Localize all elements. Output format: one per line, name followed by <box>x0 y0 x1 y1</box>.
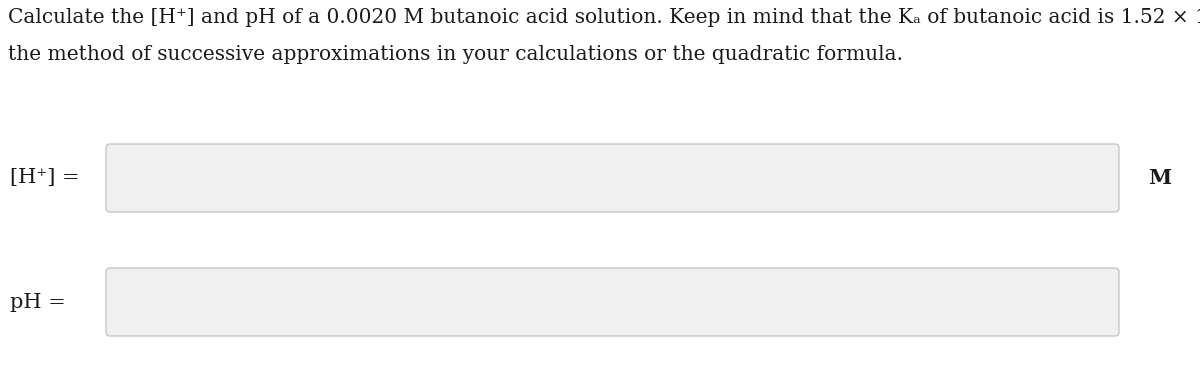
Text: pH =: pH = <box>10 292 66 312</box>
Text: Calculate the [H⁺] and pH of a 0.0020 M butanoic acid solution. Keep in mind tha: Calculate the [H⁺] and pH of a 0.0020 M … <box>8 8 1200 27</box>
Text: [H⁺] =: [H⁺] = <box>10 168 79 187</box>
FancyBboxPatch shape <box>106 268 1120 336</box>
Text: M: M <box>1148 168 1171 188</box>
FancyBboxPatch shape <box>106 144 1120 212</box>
Text: the method of successive approximations in your calculations or the quadratic fo: the method of successive approximations … <box>8 45 904 64</box>
